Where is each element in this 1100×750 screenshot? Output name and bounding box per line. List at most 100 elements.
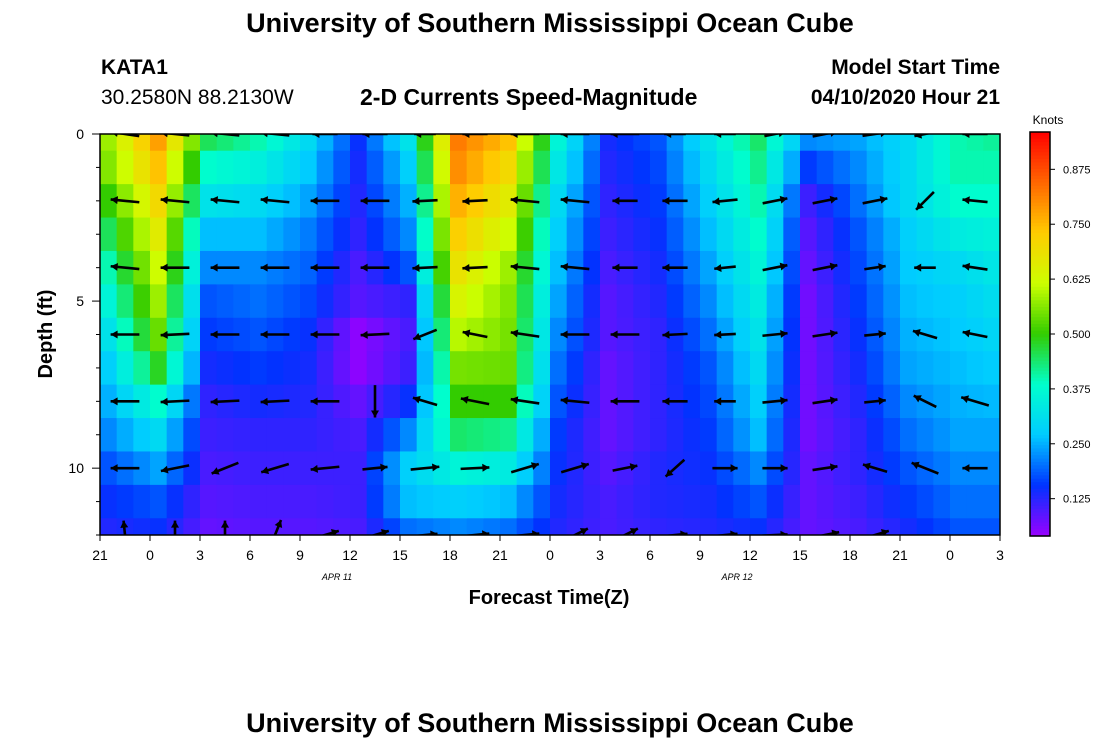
heatmap-cell xyxy=(500,518,518,535)
heatmap-cell xyxy=(816,134,834,152)
current-vector xyxy=(460,395,490,406)
colorbar-swatch xyxy=(1030,502,1050,507)
heatmap-cell xyxy=(966,518,984,535)
heatmap-cell xyxy=(866,518,884,535)
heatmap-cell xyxy=(650,317,668,352)
colorbar-swatch xyxy=(1030,387,1050,392)
heatmap-cell xyxy=(383,484,401,519)
heatmap-cell xyxy=(416,351,434,386)
heatmap-cell xyxy=(600,150,618,185)
heatmap-cell xyxy=(833,284,851,319)
heatmap-cell xyxy=(416,150,434,185)
heatmap-cell xyxy=(333,184,351,219)
heatmap-cell xyxy=(283,451,301,486)
heatmap-cell xyxy=(933,317,951,352)
heatmap-cell xyxy=(950,150,968,185)
heatmap-cell xyxy=(533,217,551,252)
heatmap-cell xyxy=(766,134,784,152)
x-tick-label: 15 xyxy=(392,547,408,563)
heatmap-cell xyxy=(783,134,801,152)
heatmap-cell xyxy=(250,451,268,486)
heatmap-cell xyxy=(266,418,284,453)
heatmap-cell xyxy=(233,518,251,535)
colorbar-swatch xyxy=(1030,317,1050,322)
current-vector xyxy=(310,397,340,406)
colorbar-swatch xyxy=(1030,323,1050,328)
heatmap-cell xyxy=(450,518,468,535)
heatmap-cell xyxy=(566,150,584,185)
heatmap-cell xyxy=(383,134,401,152)
heatmap-cell xyxy=(116,351,134,386)
date-label: APR 11 xyxy=(321,572,352,582)
colorbar-swatch xyxy=(1030,458,1050,463)
heatmap-cell xyxy=(100,518,118,535)
heatmap-cell xyxy=(400,284,418,319)
colorbar-tick-label: 0.500 xyxy=(1063,329,1091,341)
heatmap-cell xyxy=(966,484,984,519)
current-vector xyxy=(864,396,886,405)
current-vector xyxy=(962,329,988,339)
heatmap-cell xyxy=(666,217,684,252)
current-vector xyxy=(273,519,283,535)
heatmap-cell xyxy=(600,250,618,285)
heatmap-cell xyxy=(100,217,118,252)
heatmap-cell xyxy=(483,351,501,386)
heatmap-cell xyxy=(216,284,234,319)
heatmap-cell xyxy=(133,150,151,185)
current-vector xyxy=(120,520,129,535)
heatmap-cell xyxy=(133,134,151,152)
heatmap-cell xyxy=(833,250,851,285)
heatmap-cell xyxy=(850,418,868,453)
heatmap-cell xyxy=(550,284,568,319)
heatmap-cell xyxy=(716,284,734,319)
heatmap-cell xyxy=(850,217,868,252)
station-id: KATA1 xyxy=(101,56,168,79)
heatmap-cell xyxy=(400,317,418,352)
heatmap-cell xyxy=(200,351,218,386)
heatmap-cell xyxy=(800,150,818,185)
heatmap-cell xyxy=(183,150,201,185)
heatmap-cell xyxy=(900,351,918,386)
heatmap-cell xyxy=(583,418,601,453)
heatmap-cell xyxy=(350,284,368,319)
heatmap-cell xyxy=(666,418,684,453)
heatmap-cell xyxy=(533,284,551,319)
heatmap-cell xyxy=(866,418,884,453)
x-tick-label: 0 xyxy=(146,547,154,563)
colorbar-swatch xyxy=(1030,189,1050,194)
heatmap-cell xyxy=(766,217,784,252)
heatmap-cell xyxy=(450,217,468,252)
heatmap-cell xyxy=(483,384,501,419)
heatmap-cell xyxy=(400,451,418,486)
heatmap-cell xyxy=(550,384,568,419)
heatmap-cell xyxy=(166,284,184,319)
current-vector xyxy=(560,262,590,271)
heatmap-cell xyxy=(466,518,484,535)
heatmap-cell xyxy=(866,484,884,519)
current-vector xyxy=(360,330,390,339)
heatmap-cell xyxy=(550,184,568,219)
current-vector xyxy=(461,530,490,535)
heatmap-cell xyxy=(450,351,468,386)
current-vector xyxy=(371,385,379,418)
heatmap-cell xyxy=(116,150,134,185)
heatmap-cell xyxy=(400,518,418,535)
heatmap-cell xyxy=(900,284,918,319)
heatmap-cell xyxy=(866,351,884,386)
heatmap-cell xyxy=(400,150,418,185)
colorbar-swatch xyxy=(1030,172,1050,177)
heatmap-cell xyxy=(816,518,834,535)
heatmap-cell xyxy=(933,351,951,386)
heatmap-cell xyxy=(883,134,901,152)
colorbar-swatch xyxy=(1030,435,1050,439)
heatmap-cell xyxy=(700,317,718,352)
current-vector xyxy=(870,529,890,535)
colorbar-swatch xyxy=(1030,148,1050,153)
heatmap-cell xyxy=(733,317,751,352)
colorbar-swatch xyxy=(1030,206,1050,211)
heatmap-cell xyxy=(633,217,651,252)
heatmap-cell xyxy=(900,184,918,219)
colorbar-swatch xyxy=(1030,488,1050,493)
current-vector xyxy=(560,396,590,405)
heatmap-cell xyxy=(500,134,518,152)
